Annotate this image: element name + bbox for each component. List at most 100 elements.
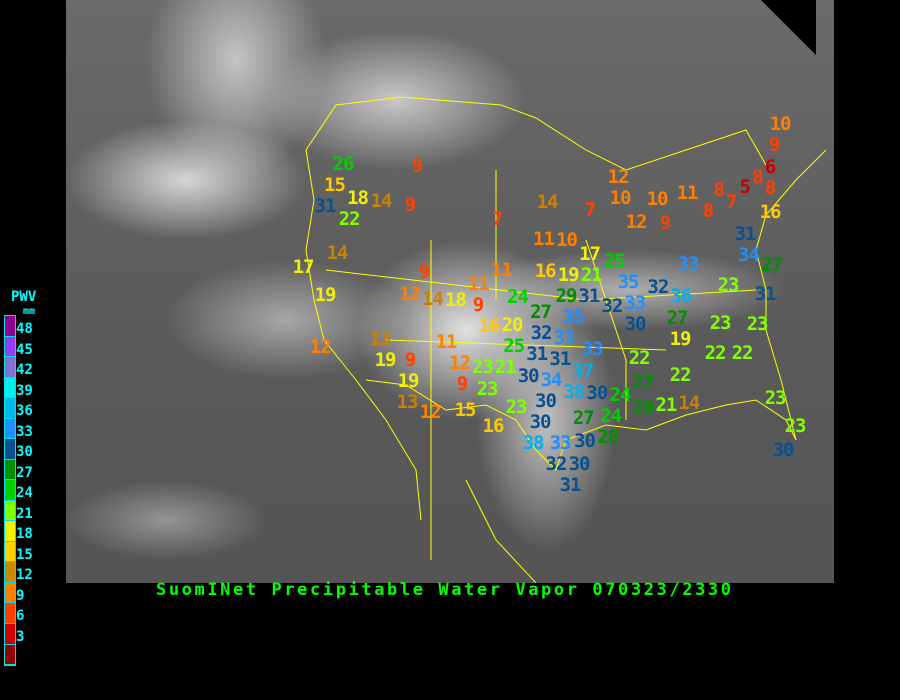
station-pwv-value: 23 — [505, 395, 528, 418]
station-pwv-value: 14 — [678, 391, 700, 414]
station-pwv-value: 37 — [572, 359, 594, 382]
station-pwv-value: 9 — [404, 193, 416, 216]
station-pwv-value: 22 — [338, 207, 361, 230]
legend-tick: 36 — [16, 403, 33, 419]
map-title: SuomINet Precipitable Water Vapor 070323… — [156, 580, 734, 600]
legend-swatch — [5, 377, 15, 399]
legend-swatch — [5, 582, 15, 604]
station-pwv-value: 24 — [609, 383, 632, 406]
legend-swatch — [5, 480, 15, 501]
station-pwv-value: 31 — [578, 284, 600, 307]
station-pwv-value: 9 — [456, 373, 468, 395]
station-pwv-value: 30 — [624, 313, 647, 336]
station-pwv-value: 10 — [769, 113, 792, 136]
station-pwv-value: 5 — [739, 175, 751, 198]
us-mexico-border — [365, 379, 557, 471]
station-pwv-value: 34 — [540, 368, 563, 391]
station-pwv-value: 33 — [624, 292, 646, 315]
station-pwv-value: 7 — [491, 207, 503, 230]
legend-unit: mm — [23, 306, 36, 317]
station-pwv-value: 19 — [397, 369, 420, 392]
station-pwv-value: 32 — [545, 453, 568, 475]
station-pwv-value: 23 — [709, 311, 732, 334]
station-pwv-value: 12 — [309, 335, 332, 358]
legend-swatch — [5, 357, 15, 378]
station-pwv-value: 33 — [549, 431, 572, 454]
legend-swatch — [5, 644, 15, 666]
station-pwv-value: 9 — [418, 261, 430, 284]
station-pwv-value: 28 — [597, 426, 619, 449]
station-pwv-value: 36 — [670, 284, 692, 307]
station-pwv-value: 16 — [482, 414, 505, 437]
station-pwv-value: 10 — [609, 186, 632, 209]
station-pwv-value: 33 — [581, 338, 604, 361]
station-pwv-value: 27 — [572, 406, 595, 429]
legend-tick: 42 — [16, 362, 33, 378]
station-pwv-value: 7 — [726, 190, 737, 213]
east-coast — [755, 149, 827, 441]
station-pwv-value: 14 — [370, 189, 393, 212]
station-pwv-value: 6 — [764, 155, 776, 178]
station-pwv-value: 7 — [584, 198, 596, 221]
station-pwv-value: 31 — [754, 282, 777, 305]
station-pwv-value: 32 — [530, 322, 553, 345]
station-pwv-value: 19 — [374, 349, 397, 372]
station-pwv-value: 9 — [472, 293, 484, 316]
legend-tick: 24 — [16, 485, 33, 501]
station-pwv-value: 24 — [507, 285, 529, 308]
mexico-coast — [465, 479, 537, 583]
satellite-map — [66, 0, 834, 583]
station-pwv-value: 30 — [529, 410, 552, 433]
station-pwv-value: 23 — [476, 377, 499, 400]
station-pwv-value: 23 — [764, 386, 787, 409]
station-pwv-value: 16 — [478, 314, 501, 337]
station-pwv-value: 29 — [632, 396, 654, 419]
station-pwv-value: 11 — [490, 258, 513, 281]
station-pwv-value: 19 — [557, 263, 580, 286]
station-pwv-value: 27 — [530, 301, 552, 324]
station-pwv-value: 22 — [731, 341, 754, 364]
station-pwv-value: 9 — [404, 348, 416, 371]
station-pwv-value: 16 — [534, 259, 557, 282]
station-pwv-value: 12 — [449, 351, 471, 374]
station-pwv-value: 11 — [468, 272, 490, 295]
station-pwv-value: 14 — [536, 190, 559, 213]
station-pwv-value: 27 — [666, 306, 689, 329]
station-pwv-value: 30 — [535, 389, 557, 412]
legend-tick: 6 — [16, 608, 25, 624]
no-data-corner — [761, 0, 816, 55]
station-pwv-value: 33 — [677, 252, 700, 275]
legend-tick: 9 — [16, 587, 25, 604]
station-pwv-value: 10 — [556, 228, 578, 251]
station-pwv-value: 21 — [655, 393, 677, 416]
station-pwv-value: 34 — [738, 244, 760, 267]
legend-tick: 48 — [16, 321, 33, 337]
legend-tick: 39 — [16, 382, 33, 399]
legend-tick: 12 — [16, 567, 33, 583]
legend-tick: 33 — [16, 423, 33, 440]
political-borders — [305, 96, 827, 583]
station-pwv-value: 9 — [768, 134, 780, 157]
legend-swatch — [5, 623, 15, 645]
state-line — [325, 269, 757, 301]
station-pwv-value: 8 — [713, 178, 724, 201]
station-pwv-value: 18 — [347, 186, 369, 209]
west-coast — [305, 149, 422, 521]
station-pwv-value: 11 — [676, 181, 699, 204]
station-pwv-value: 30 — [586, 382, 608, 404]
station-pwv-value: 30 — [772, 438, 795, 461]
station-pwv-value: 11 — [435, 330, 458, 353]
legend-tick: 21 — [16, 505, 33, 522]
station-pwv-value: 22 — [669, 363, 692, 386]
legend-tick: 18 — [16, 526, 33, 542]
station-pwv-value: 27 — [761, 253, 783, 276]
legend-swatch — [5, 562, 15, 583]
station-pwv-value: 31 — [559, 474, 582, 496]
legend-swatch — [5, 316, 15, 337]
legend-swatch — [5, 336, 15, 358]
station-pwv-value: 15 — [454, 398, 477, 421]
station-pwv-value: 30 — [568, 452, 591, 475]
legend-swatch — [5, 439, 15, 460]
station-pwv-value: 24 — [600, 405, 622, 427]
station-pwv-value: 20 — [501, 314, 524, 337]
